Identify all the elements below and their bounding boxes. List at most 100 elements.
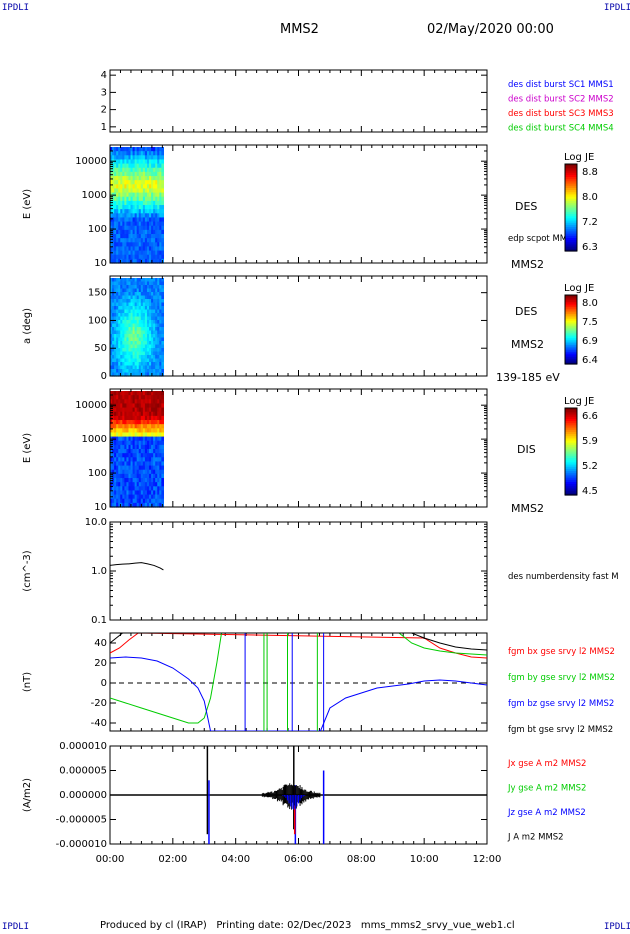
heatmap-cell: [116, 225, 119, 231]
heatmap-cell: [118, 155, 121, 161]
heatmap-cell: [142, 369, 146, 374]
heatmap-cell: [120, 316, 123, 321]
heatmap-cell: [124, 167, 128, 173]
heatmap-cell: [132, 246, 136, 252]
heatmap-cell: [144, 436, 148, 442]
colorbar-cell: [565, 308, 577, 312]
heatmap-cell: [134, 278, 138, 283]
heatmap-cell: [142, 436, 146, 442]
heatmap-cell: [124, 440, 128, 446]
heatmap-cell: [144, 167, 148, 173]
heatmap-cell: [146, 362, 150, 367]
heatmap-cell: [142, 399, 146, 405]
heatmap-cell: [132, 415, 136, 421]
heatmap-cell: [144, 323, 148, 328]
heatmap-cell: [118, 440, 121, 446]
heatmap-cell: [130, 449, 134, 454]
heatmap-cell: [140, 334, 144, 339]
heatmap-cell: [124, 254, 128, 260]
heatmap-cell: [124, 200, 128, 206]
heatmap-cell: [128, 209, 132, 214]
heatmap-cell: [130, 403, 134, 409]
heatmap-cell: [151, 313, 154, 318]
heatmap-cell: [110, 399, 113, 405]
heatmap-cell: [159, 225, 162, 231]
x-tick-label: 06:00: [284, 854, 313, 865]
heatmap-cell: [122, 254, 125, 260]
heatmap-cell: [144, 403, 148, 409]
heatmap-cell: [118, 316, 121, 321]
heatmap-cell: [132, 242, 136, 248]
heatmap-cell: [157, 288, 160, 293]
heatmap-cell: [151, 327, 154, 332]
heatmap-cell: [146, 285, 150, 290]
heatmap-cell: [110, 334, 113, 339]
heatmap-cell: [130, 285, 134, 290]
heatmap-cell: [130, 200, 134, 206]
heatmap-cell: [159, 365, 162, 370]
colorbar-cell: [565, 484, 577, 487]
heatmap-cell: [122, 362, 125, 367]
heatmap-cell: [140, 457, 144, 463]
heatmap-cell: [130, 365, 134, 370]
heatmap-cell: [134, 234, 138, 239]
colorbar-cell: [565, 209, 577, 213]
heatmap-cell: [116, 341, 119, 346]
heatmap-cell: [114, 163, 117, 169]
y-tick-label-burst: 1: [101, 122, 107, 133]
heatmap-cell: [130, 246, 134, 252]
heatmap-cell: [161, 196, 165, 202]
heatmap-cell: [114, 411, 117, 417]
heatmap-cell: [126, 246, 130, 252]
heatmap-cell: [122, 351, 125, 356]
heatmap-cell: [114, 341, 117, 346]
heatmap-cell: [159, 411, 162, 417]
heatmap-cell: [136, 411, 140, 417]
heatmap-cell: [112, 453, 115, 458]
heatmap-cell: [112, 213, 115, 219]
heatmap-cell: [132, 254, 136, 260]
heatmap-cell: [132, 151, 136, 156]
heatmap-cell: [157, 428, 160, 434]
heatmap-cell: [138, 344, 142, 349]
heatmap-cell: [161, 151, 165, 156]
heatmap-cell: [130, 498, 134, 504]
heatmap-cell: [118, 250, 121, 256]
heatmap-cell: [112, 254, 115, 260]
heatmap-cell: [138, 399, 142, 405]
heatmap-cell: [149, 469, 152, 475]
heatmap-cell: [128, 428, 132, 434]
heatmap-cell: [157, 163, 160, 169]
heatmap-cell: [124, 192, 128, 198]
colorbar-cell: [565, 172, 577, 176]
heatmap-cell: [149, 403, 152, 409]
heatmap-cell: [151, 473, 154, 479]
heatmap-cell: [124, 242, 128, 248]
heatmap-cell: [130, 355, 134, 360]
y-tick-label-bfield: 0: [101, 678, 107, 689]
heatmap-cell: [132, 502, 136, 508]
heatmap-cell: [136, 196, 140, 202]
heatmap-cell: [134, 465, 138, 471]
heatmap-cell: [157, 285, 160, 290]
heatmap-cell: [130, 306, 134, 311]
y-axis-label-current: (A/m2): [22, 778, 33, 812]
heatmap-cell: [155, 242, 158, 248]
heatmap-cell: [134, 167, 138, 173]
heatmap-cell: [155, 411, 158, 417]
heatmap-cell: [128, 155, 132, 161]
heatmap-cell: [146, 372, 150, 377]
heatmap-cell: [138, 242, 142, 248]
heatmap-cell: [134, 151, 138, 156]
heatmap-cell: [146, 407, 150, 413]
y-tick-label-current: -0.000005: [56, 815, 107, 826]
heatmap-cell: [118, 453, 121, 458]
heatmap-cell: [112, 246, 115, 252]
heatmap-cell: [134, 238, 138, 243]
density-line: [109, 562, 164, 571]
heatmap-cell: [155, 436, 158, 442]
heatmap-cell: [140, 391, 144, 396]
heatmap-cell: [140, 285, 144, 290]
heatmap-cell: [159, 246, 162, 252]
heatmap-cell: [151, 365, 154, 370]
